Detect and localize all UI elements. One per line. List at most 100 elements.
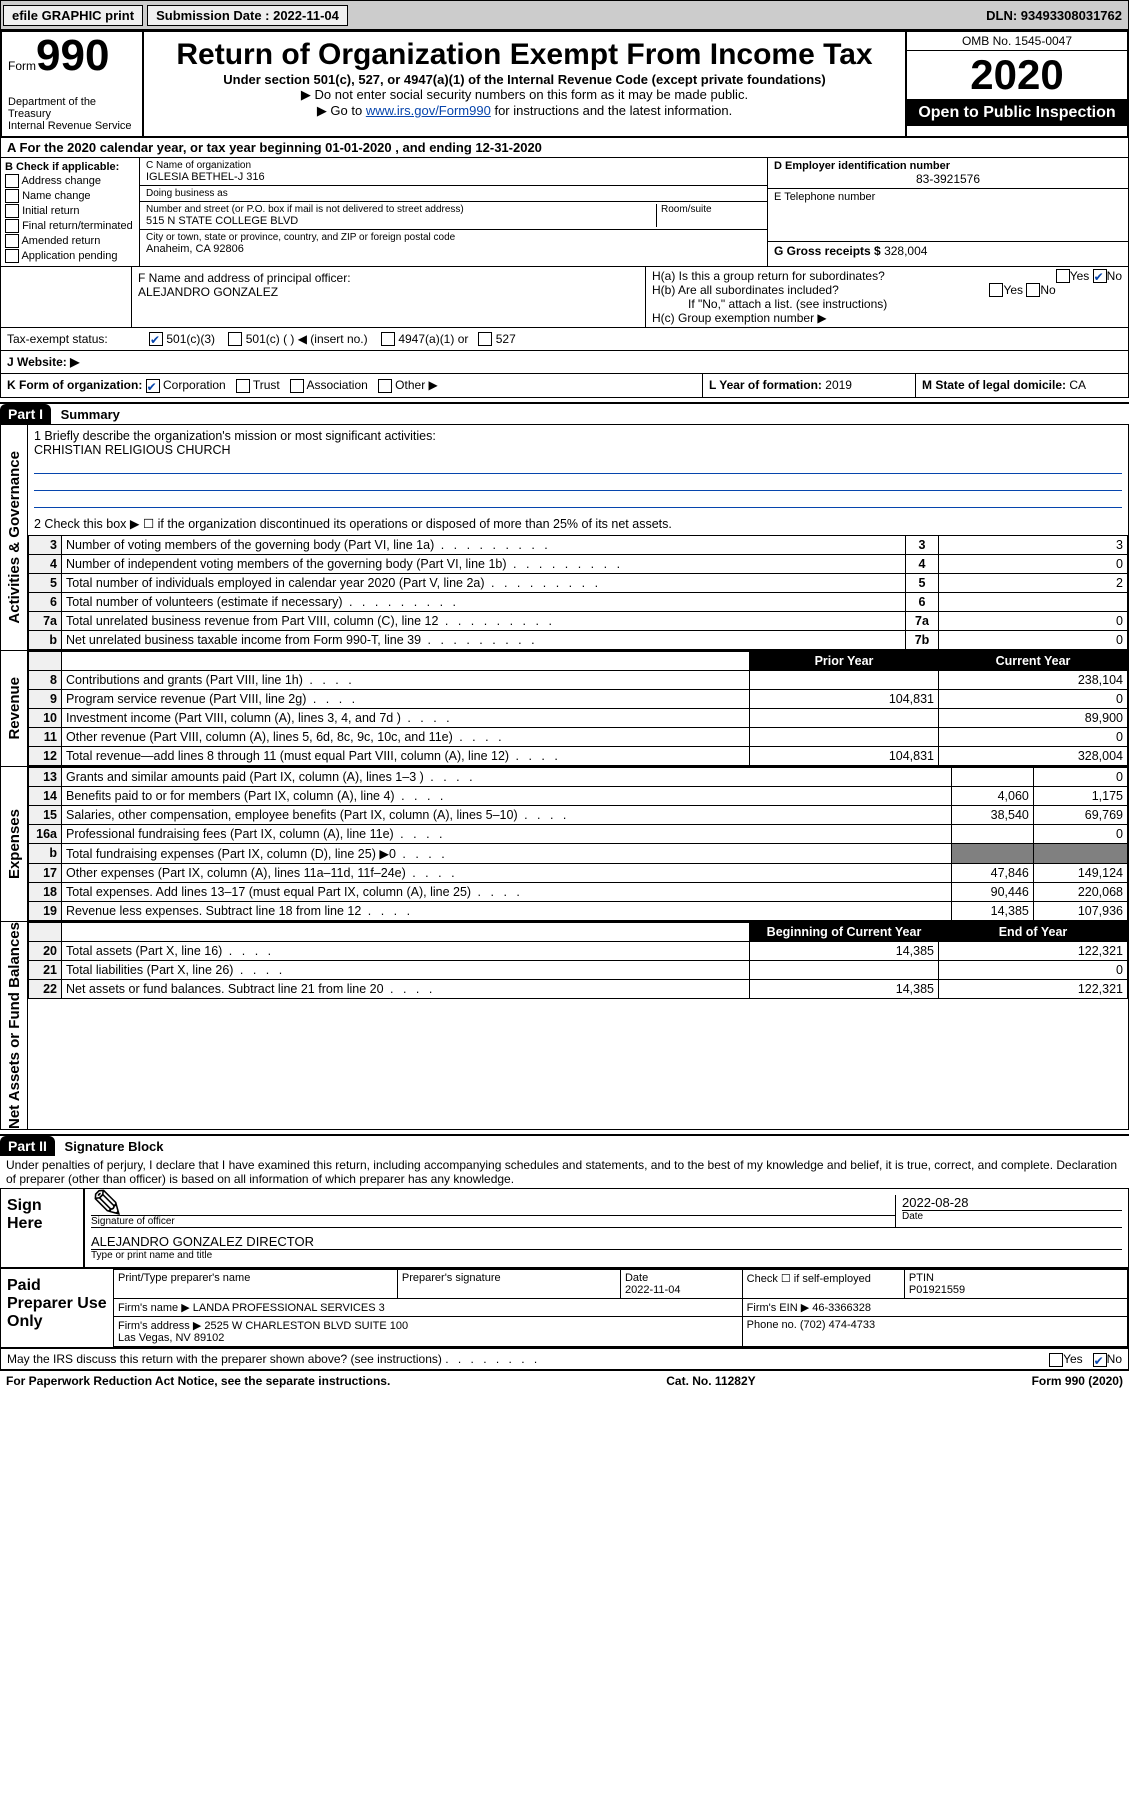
- gross-label: G Gross receipts $: [774, 244, 881, 258]
- hb-yes[interactable]: [989, 283, 1003, 297]
- cb-other[interactable]: [378, 379, 392, 393]
- discuss-yes[interactable]: [1049, 1353, 1063, 1367]
- cb-501c3[interactable]: [149, 332, 163, 346]
- prep-col-print: Print/Type preparer's name: [118, 1272, 393, 1284]
- addr-value: 515 N STATE COLLEGE BLVD: [146, 215, 656, 227]
- efile-button[interactable]: efile GRAPHIC print: [3, 5, 143, 26]
- inspection-label: Open to Public Inspection: [907, 100, 1127, 126]
- officer-name: ALEJANDRO GONZALEZ DIRECTOR: [91, 1234, 1122, 1249]
- ein-value: 83-3921576: [774, 172, 1122, 186]
- expenses-table: 13Grants and similar amounts paid (Part …: [28, 767, 1128, 921]
- cb-name-change[interactable]: [5, 189, 19, 203]
- opt-527: 527: [496, 332, 516, 346]
- note1: ▶ Do not enter social security numbers o…: [150, 87, 899, 103]
- footer-left: For Paperwork Reduction Act Notice, see …: [6, 1374, 390, 1388]
- revenue-section: Revenue Prior YearCurrent Year8Contribut…: [0, 651, 1129, 767]
- dba-label: Doing business as: [146, 188, 761, 199]
- m-value: CA: [1069, 378, 1086, 392]
- netassets-section: Net Assets or Fund Balances Beginning of…: [0, 922, 1129, 1130]
- cb-4947[interactable]: [381, 332, 395, 346]
- ha-no[interactable]: [1093, 269, 1107, 283]
- part2-header: Part II Signature Block: [0, 1134, 1129, 1156]
- box-f-label: F Name and address of principal officer:: [138, 271, 639, 285]
- activities-vlabel: Activities & Governance: [6, 451, 23, 624]
- mission-text: CRHISTIAN RELIGIOUS CHURCH: [34, 443, 1122, 457]
- part2-tab: Part II: [0, 1136, 55, 1156]
- org-name-label: C Name of organization: [146, 160, 761, 171]
- form-word: Form: [8, 59, 36, 73]
- discuss-no-label: No: [1107, 1352, 1122, 1366]
- cb-address-change[interactable]: [5, 174, 19, 188]
- omb-label: OMB No. 1545-0047: [907, 32, 1127, 51]
- part1-tab: Part I: [0, 404, 51, 424]
- expenses-vlabel: Expenses: [6, 809, 23, 879]
- m-label: M State of legal domicile:: [922, 378, 1066, 392]
- city-value: Anaheim, CA 92806: [146, 243, 761, 255]
- sig-officer-label: Signature of officer: [91, 1215, 895, 1227]
- form990-link[interactable]: www.irs.gov/Form990: [366, 103, 491, 118]
- revenue-vlabel: Revenue: [6, 677, 23, 740]
- addr-label: Number and street (or P.O. box if mail i…: [146, 204, 656, 215]
- netassets-vlabel: Net Assets or Fund Balances: [6, 922, 23, 1129]
- cb-final-return[interactable]: [5, 219, 19, 233]
- room-label: Room/suite: [661, 204, 761, 215]
- prep-ptin: P01921559: [909, 1284, 965, 1296]
- revenue-table: Prior YearCurrent Year8Contributions and…: [28, 651, 1128, 766]
- l-label: L Year of formation:: [709, 378, 822, 392]
- sig-officer-area[interactable]: ✎ Signature of officer: [91, 1195, 895, 1227]
- cb-501c[interactable]: [228, 332, 242, 346]
- box-f-value: ALEJANDRO GONZALEZ: [138, 285, 639, 299]
- part1-title: Summary: [55, 407, 120, 422]
- ha-yes[interactable]: [1056, 269, 1070, 283]
- cb-corp[interactable]: [146, 379, 160, 393]
- hb-no[interactable]: [1026, 283, 1040, 297]
- dept-label: Department of the Treasury Internal Reve…: [8, 96, 136, 132]
- dln-label: DLN: 93493308031762: [986, 8, 1128, 23]
- cb-initial-return[interactable]: [5, 204, 19, 218]
- activities-table: 3Number of voting members of the governi…: [28, 535, 1128, 650]
- cb-527[interactable]: [478, 332, 492, 346]
- cb-assoc[interactable]: [290, 379, 304, 393]
- discuss-no[interactable]: [1093, 1353, 1107, 1367]
- form-subtitle: Under section 501(c), 527, or 4947(a)(1)…: [150, 72, 899, 87]
- submission-date-button[interactable]: Submission Date : 2022-11-04: [147, 5, 348, 26]
- hb-label: H(b) Are all subordinates included?: [652, 283, 839, 297]
- sign-block: Sign Here ✎ Signature of officer 2022-08…: [0, 1188, 1129, 1269]
- yes-label2: Yes: [1003, 283, 1023, 297]
- perjury-text: Under penalties of perjury, I declare th…: [0, 1156, 1129, 1188]
- opt-assoc: Association: [306, 378, 367, 392]
- ein-label: D Employer identification number: [774, 160, 1122, 172]
- cb-amended[interactable]: [5, 234, 19, 248]
- preparer-block: Paid Preparer Use Only Print/Type prepar…: [0, 1269, 1129, 1349]
- org-name: IGLESIA BETHEL-J 316: [146, 171, 761, 183]
- opt-initial-return: Initial return: [22, 205, 79, 217]
- sig-date: 2022-08-28: [902, 1195, 1122, 1210]
- prep-date: 2022-11-04: [625, 1284, 680, 1296]
- part2-title: Signature Block: [59, 1139, 164, 1154]
- no-label2: No: [1040, 283, 1055, 297]
- opt-4947: 4947(a)(1) or: [398, 332, 468, 346]
- firm-addr-label: Firm's address ▶: [118, 1320, 201, 1332]
- klm-row: K Form of organization: Corporation Trus…: [0, 374, 1129, 398]
- opt-corp: Corporation: [163, 378, 226, 392]
- opt-501c3: 501(c)(3): [166, 332, 215, 346]
- firm-phone: (702) 474-4733: [800, 1319, 875, 1331]
- hc-label: H(c) Group exemption number ▶: [652, 311, 1122, 325]
- prep-col-check: Check ☐ if self-employed: [742, 1270, 904, 1299]
- opt-address-change: Address change: [21, 175, 101, 187]
- form-number: 990: [36, 31, 109, 80]
- activities-section: Activities & Governance 1 Briefly descri…: [0, 424, 1129, 651]
- cb-trust[interactable]: [236, 379, 250, 393]
- website-label: J Website: ▶: [1, 351, 143, 373]
- yes-label: Yes: [1070, 269, 1090, 283]
- cb-application-pending[interactable]: [5, 249, 19, 263]
- ha-label: H(a) Is this a group return for subordin…: [652, 269, 885, 283]
- opt-app-pending: Application pending: [21, 250, 117, 262]
- opt-other: Other ▶: [395, 378, 438, 392]
- discuss-yes-label: Yes: [1063, 1352, 1083, 1366]
- preparer-lead: Paid Preparer Use Only: [1, 1269, 113, 1347]
- tax-exempt-row: Tax-exempt status: 501(c)(3) 501(c) ( ) …: [0, 328, 1129, 352]
- prep-col-sig: Preparer's signature: [402, 1272, 616, 1284]
- tax-year: 2020: [907, 51, 1127, 100]
- fh-block: F Name and address of principal officer:…: [0, 267, 1129, 328]
